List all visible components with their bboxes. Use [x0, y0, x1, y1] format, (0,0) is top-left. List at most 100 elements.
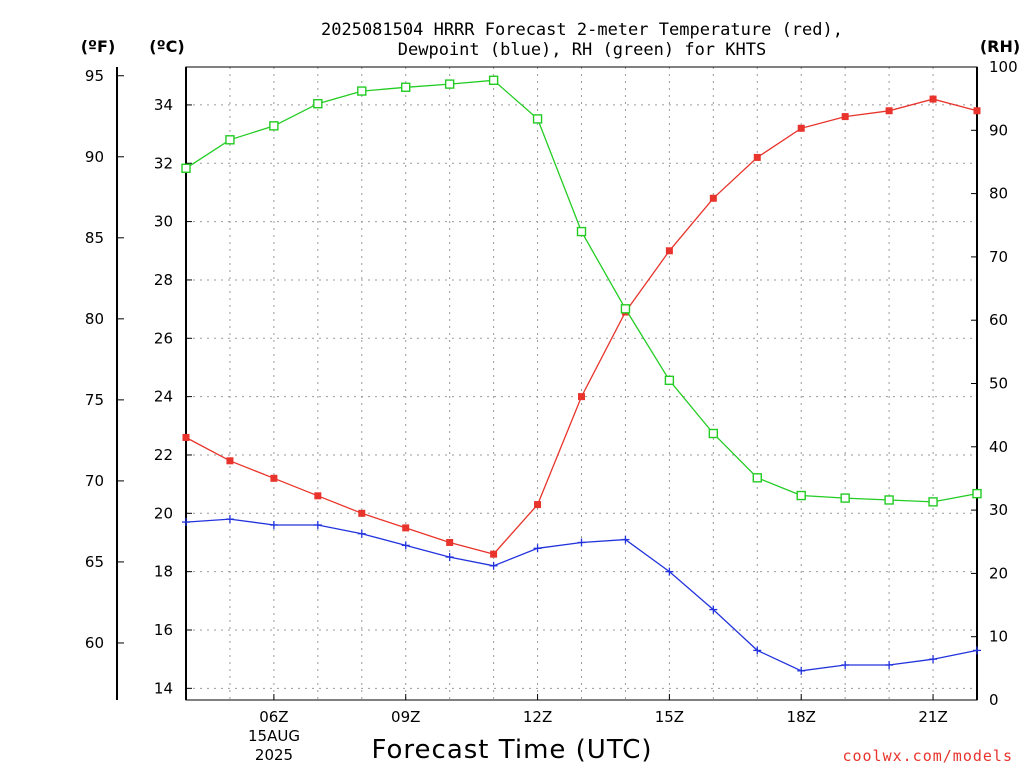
dewpoint-point: [182, 518, 190, 527]
rh-unit-label: (RH): [980, 37, 1020, 56]
rh-tick-label: 100: [989, 58, 1018, 76]
dewpoint-point: [665, 567, 674, 576]
rh-point: [664, 375, 675, 386]
grid-lines: [186, 67, 977, 700]
fahrenheit-tick-label: 75: [85, 391, 104, 409]
rh-point: [576, 226, 587, 237]
rh-tick-label: 10: [989, 628, 1008, 646]
dewpoint-point: [797, 666, 806, 675]
celsius-tick-label: 22: [154, 446, 173, 464]
celsius-tick-label: 24: [154, 388, 173, 406]
rh-point: [620, 304, 631, 314]
celsius-tick-label: 34: [154, 96, 173, 114]
rh-point: [752, 473, 762, 483]
dewpoint-point: [621, 535, 630, 544]
celsius-tick-label: 16: [154, 621, 173, 639]
celsius-tick-label: 30: [154, 213, 173, 231]
temperature-point: [841, 113, 849, 121]
dewpoint-point: [269, 520, 278, 529]
dewpoint-point: [489, 561, 498, 570]
dewpoint-point: [577, 538, 586, 547]
temperature-point: [709, 194, 717, 202]
site-credit: coolwx.com/models: [842, 747, 1013, 765]
rh-point: [225, 135, 235, 145]
celsius-tick-label: 26: [154, 329, 173, 347]
rh-tick-label: 30: [989, 501, 1008, 519]
dewpoint-point: [929, 655, 938, 664]
dewpoint-point: [973, 646, 981, 655]
rh-tick-label: 0: [989, 691, 999, 709]
dewpoint-point: [841, 660, 850, 669]
date-label-year: 2025: [255, 746, 293, 764]
chart-title-line-1: 2025081504 HRRR Forecast 2-meter Tempera…: [321, 20, 843, 40]
temperature-point: [182, 433, 190, 441]
x-tick-label: 21Z: [918, 708, 947, 726]
rh-point: [401, 82, 411, 92]
data-series: [181, 75, 982, 675]
temperature-point: [665, 247, 673, 255]
celsius-tick-label: 32: [154, 154, 173, 172]
rh-point: [313, 99, 323, 109]
rh-tick-label: 50: [989, 375, 1008, 393]
temperature-point: [314, 492, 322, 500]
dewpoint-point: [313, 520, 322, 529]
rh-point: [884, 495, 894, 505]
rh-point: [488, 75, 499, 85]
temperature-point: [270, 474, 278, 482]
celsius-tick-label: 20: [154, 504, 173, 522]
temperature-point: [534, 501, 542, 509]
axes: 60 65 70 75 80 85 90 95 14 16 18 20 22 24 26 28 30 32 34 0 1…: [85, 58, 1018, 726]
celsius-tick-label: 28: [154, 271, 173, 289]
rh-tick-label: 60: [989, 311, 1008, 329]
rh-tick-label: 70: [989, 248, 1008, 266]
x-tick-label: 15Z: [655, 708, 684, 726]
celsius-tick-label: 14: [154, 679, 173, 697]
dewpoint-point: [885, 660, 894, 669]
temperature-point: [226, 457, 234, 465]
dewpoint-point: [709, 605, 718, 614]
x-tick-label: 12Z: [523, 708, 552, 726]
fahrenheit-tick-label: 65: [85, 553, 104, 571]
rh-point: [357, 86, 367, 96]
celsius-tick-label: 18: [154, 563, 173, 581]
temperature-point: [358, 509, 366, 517]
rh-tick-label: 40: [989, 438, 1008, 456]
rh-tick-label: 20: [989, 564, 1008, 582]
rh-point: [972, 488, 982, 499]
rh-point: [269, 121, 279, 131]
rh-point: [532, 114, 543, 124]
temperature-point: [753, 153, 761, 161]
rh-point: [796, 490, 806, 501]
temperature-point: [973, 107, 981, 115]
temperature-point: [446, 538, 454, 546]
dewpoint-point: [533, 544, 542, 553]
dewpoint-point: [753, 646, 762, 655]
rh-point: [928, 497, 938, 507]
x-tick-label: 09Z: [391, 708, 420, 726]
x-tick-label: 18Z: [787, 708, 816, 726]
rh-point: [444, 79, 455, 89]
fahrenheit-tick-label: 95: [85, 67, 104, 85]
temperature-point: [490, 550, 498, 558]
dewpoint-point: [401, 541, 410, 550]
temperature-point: [402, 524, 410, 532]
temperature-point: [929, 95, 937, 103]
fahrenheit-tick-label: 70: [85, 472, 104, 490]
fahrenheit-tick-label: 85: [85, 229, 104, 247]
rh-tick-label: 80: [989, 185, 1008, 203]
rh-point: [840, 493, 850, 503]
date-label-day: 15AUG: [248, 727, 300, 745]
fahrenheit-tick-label: 60: [85, 634, 104, 652]
temperature-point: [885, 107, 893, 115]
chart-title-line-2: Dewpoint (blue), RH (green) for KHTS: [398, 40, 766, 60]
temperature-point: [797, 124, 805, 132]
dewpoint-point: [357, 529, 366, 538]
rh-point: [708, 428, 719, 439]
x-axis-title: Forecast Time (UTC): [371, 735, 652, 765]
dewpoint-point: [225, 515, 234, 524]
dewpoint-point: [445, 553, 454, 562]
rh-tick-label: 90: [989, 121, 1008, 139]
temperature-point: [578, 393, 585, 401]
fahrenheit-tick-label: 80: [85, 310, 104, 328]
